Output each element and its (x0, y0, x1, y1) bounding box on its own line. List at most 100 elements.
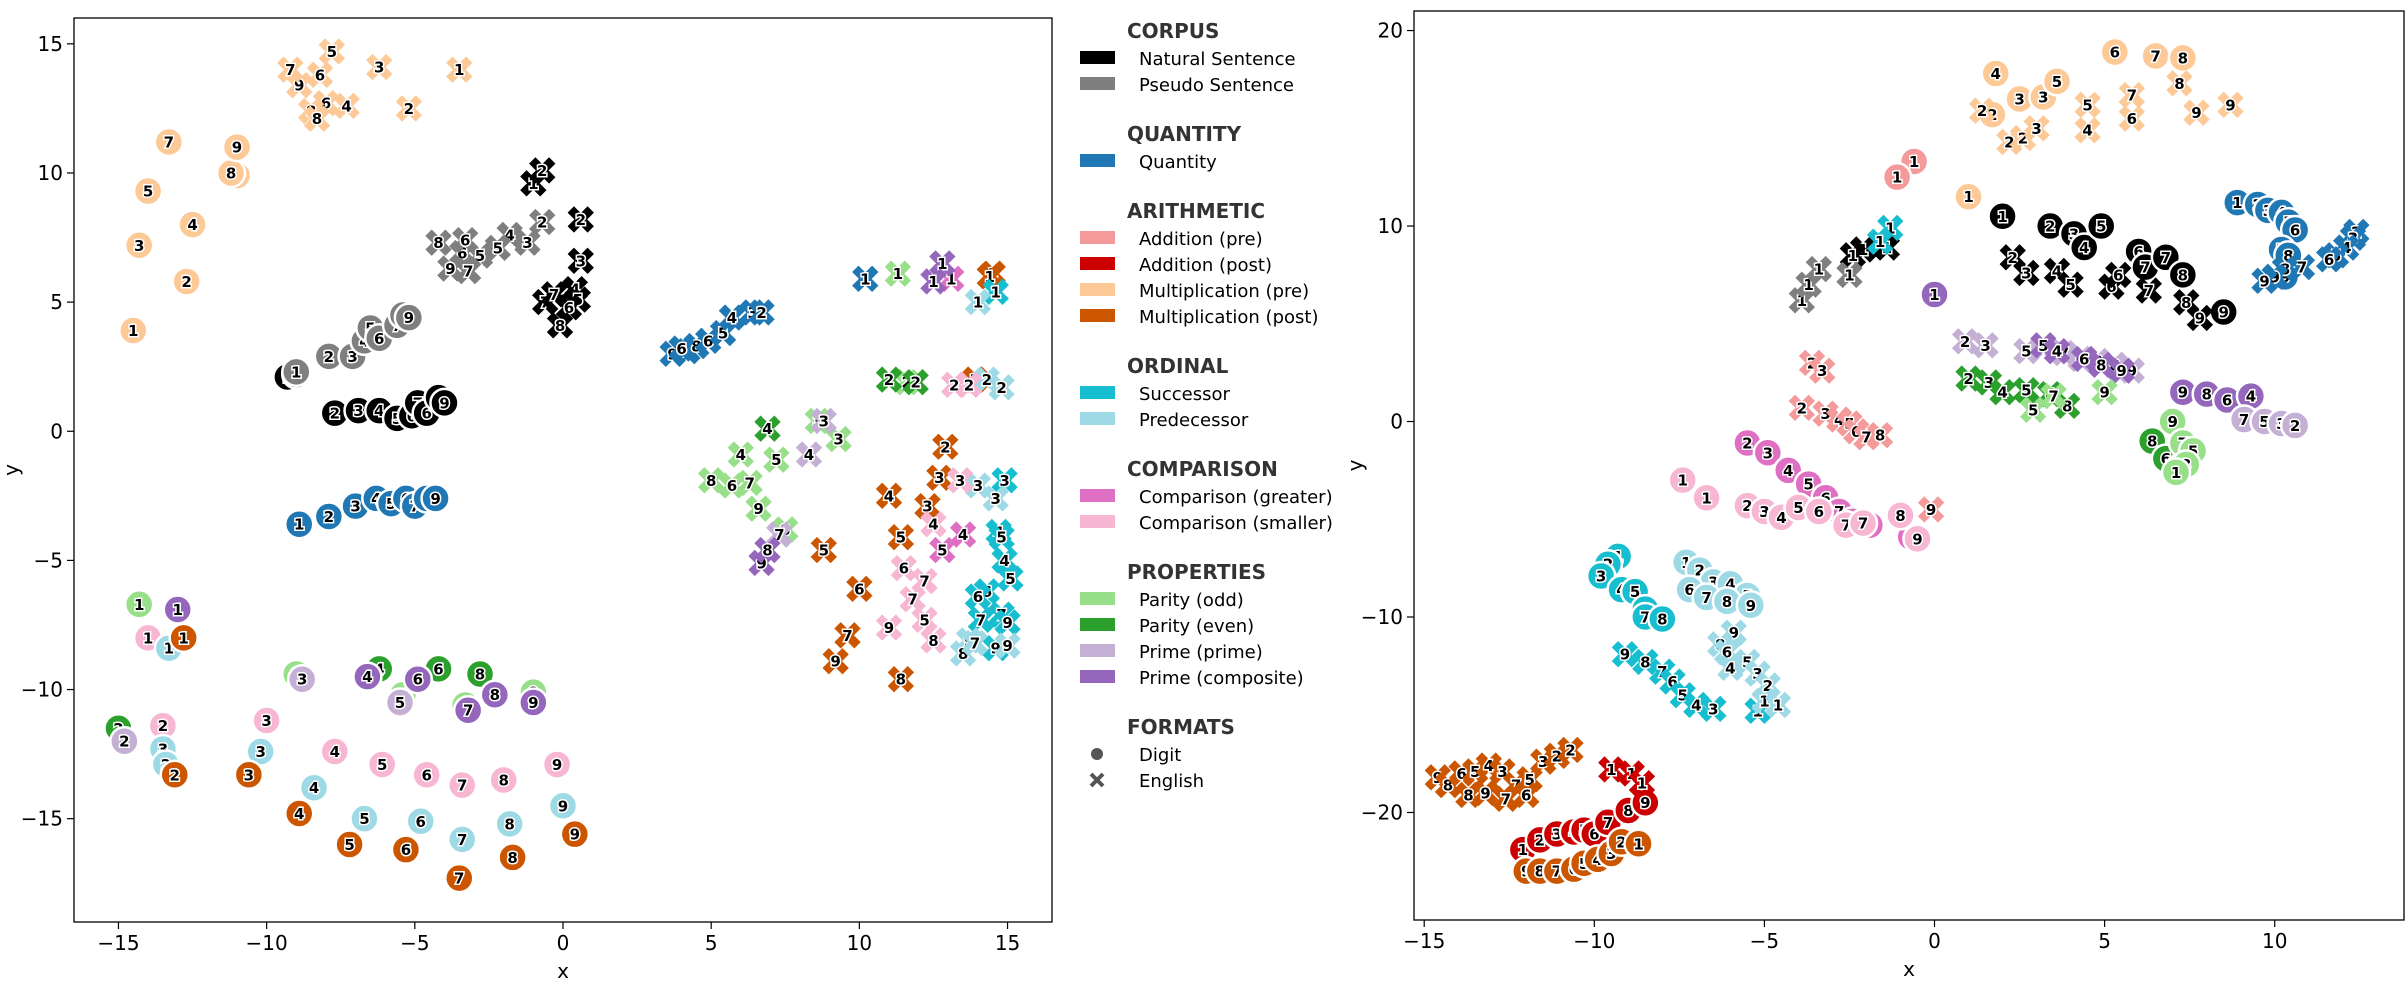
point-label: 7 (2127, 87, 2137, 105)
point-marker (283, 508, 315, 540)
point-label: 9 (2191, 104, 2201, 122)
x-tick-label: 5 (705, 931, 718, 955)
point-marker (1647, 603, 1678, 635)
point-label: 5 (344, 836, 354, 854)
point-marker (1866, 228, 1894, 255)
point-marker (822, 647, 849, 675)
point-label: 1 (1701, 489, 1711, 507)
point-marker (497, 842, 528, 873)
point-label: 8 (2147, 433, 2157, 451)
point-marker (446, 824, 478, 855)
point-label: 3 (990, 490, 1000, 508)
series-prime-composite-digit: 1 4 6 78 9 (162, 594, 549, 726)
point-marker (2108, 357, 2135, 384)
point-marker (233, 759, 265, 791)
point-marker (988, 523, 1015, 551)
point-label: 5 (2021, 343, 2031, 361)
point-marker (2074, 91, 2101, 119)
point-label: 2 (1742, 435, 1752, 453)
point-label: 7 (454, 870, 464, 888)
point-label: 2 (1977, 102, 1987, 120)
point-label: 8 (2096, 356, 2106, 374)
point-label: 5 (377, 756, 387, 774)
point-label: 8 (762, 542, 772, 560)
point-marker (709, 319, 737, 347)
point-label: 9 (753, 500, 763, 518)
point-marker (1557, 736, 1584, 764)
point-marker (1717, 654, 1744, 682)
point-marker (1847, 507, 1879, 539)
point-label: 5 (896, 529, 906, 547)
point-marker (1764, 691, 1792, 719)
point-label: 2 (119, 733, 129, 751)
point-label: 7 (457, 777, 467, 795)
point-label: 4 (762, 420, 772, 438)
point-label: 3 (1817, 362, 1827, 380)
legend-item-pseudo-sentence: Pseudo Sentence (1139, 75, 1294, 96)
legend-swatch (1080, 309, 1115, 322)
point-marker (902, 369, 929, 396)
point-label: 1 (454, 61, 464, 79)
legend-item-predecessor: Predecessor (1139, 410, 1249, 431)
point-marker (754, 415, 781, 442)
point-marker (352, 661, 383, 692)
point-label: 4 (884, 487, 894, 505)
point-label: 2 (964, 376, 974, 394)
point-marker (1968, 97, 1996, 124)
point-label: 3 (833, 431, 843, 449)
point-marker (748, 299, 775, 326)
point-label: 5 (2021, 382, 2031, 400)
point-label: 4 (2052, 343, 2062, 361)
point-label: 2 (1963, 370, 1973, 388)
point-marker (955, 371, 983, 398)
point-marker (727, 441, 754, 468)
point-label: 6 (2324, 251, 2334, 269)
point-marker (920, 511, 947, 538)
point-label: 8 (226, 164, 236, 182)
point-marker (846, 575, 873, 602)
point-marker (938, 265, 965, 293)
point-marker (429, 387, 460, 419)
point-label: 4 (1691, 696, 1701, 714)
point-marker (411, 759, 442, 791)
point-label: 7 (2140, 259, 2150, 277)
point-marker (437, 255, 464, 282)
point-marker (405, 806, 436, 837)
point-marker (312, 90, 340, 117)
point-marker (899, 585, 926, 613)
point-marker (1691, 482, 1722, 514)
point-marker (1951, 328, 1979, 355)
point-label: 8 (706, 472, 716, 490)
point-label: 4 (1484, 757, 1494, 775)
point-label: 7 (457, 831, 467, 849)
point-label: 2 (537, 162, 547, 180)
point-label: 1 (134, 596, 144, 614)
point-label: 5 (2038, 337, 2048, 355)
point-label: 6 (315, 66, 325, 84)
legend-swatch (1080, 231, 1115, 244)
point-marker (964, 288, 992, 316)
point-marker (2251, 267, 2278, 294)
point-marker (334, 829, 365, 860)
point-marker (567, 206, 594, 233)
point-marker (1752, 437, 1784, 469)
point-label: 9 (2195, 309, 2205, 327)
point-label: 2 (756, 304, 766, 322)
point-marker (1667, 464, 1699, 496)
point-label: 5 (359, 810, 369, 828)
point-marker (529, 157, 556, 184)
y-tick-label: 5 (50, 290, 63, 314)
point-label: 8 (928, 632, 938, 650)
point-label: 6 (416, 813, 426, 831)
point-label: 7 (2161, 249, 2171, 267)
point-marker (991, 547, 1018, 574)
point-marker (994, 609, 1021, 636)
data-points: 1123456768912345678912234567782345566897… (103, 38, 1024, 894)
legend-item-addition-post: Addition (post) (1139, 255, 1272, 276)
point-label: 6 (1521, 786, 1531, 804)
legend-item-natural-sentence: Natural Sentence (1139, 49, 1296, 70)
